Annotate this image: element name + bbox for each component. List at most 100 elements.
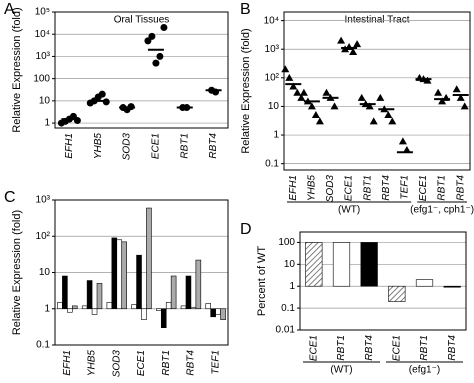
x-tick-label: ECE1 bbox=[151, 133, 162, 159]
bar bbox=[388, 285, 406, 302]
bar bbox=[180, 305, 187, 310]
bar bbox=[91, 308, 98, 315]
data-point bbox=[297, 93, 306, 101]
bar bbox=[111, 237, 118, 310]
data-point bbox=[299, 88, 308, 96]
x-tick-label: SOD3 bbox=[122, 133, 133, 161]
data-point bbox=[452, 85, 461, 93]
x-tick-label: ECE1 bbox=[308, 335, 319, 361]
x-tick-label: EFH1 bbox=[288, 175, 299, 201]
bar bbox=[131, 304, 137, 310]
x-tick-label: RBT1 bbox=[161, 350, 172, 376]
y-tick-label: 1 bbox=[44, 118, 50, 129]
data-point bbox=[384, 111, 393, 119]
data-point bbox=[289, 82, 298, 90]
x-tick-label: SOD3 bbox=[325, 175, 336, 203]
chart-title: Intestinal Tract bbox=[344, 15, 409, 26]
data-point bbox=[357, 93, 366, 101]
y-tick-label: 100 bbox=[278, 237, 295, 248]
plot-frame bbox=[54, 11, 229, 129]
x-tick-label: EFH1 bbox=[64, 133, 75, 159]
bar bbox=[96, 283, 103, 310]
x-tick-label: EFH1 bbox=[62, 350, 73, 376]
y-tick-label: 0.1 bbox=[36, 340, 50, 351]
data-point bbox=[160, 24, 168, 32]
bar bbox=[170, 275, 177, 310]
data-point bbox=[365, 102, 374, 110]
x-tick-label: RBT1 bbox=[336, 335, 347, 361]
bar bbox=[106, 302, 113, 310]
data-point bbox=[156, 52, 164, 60]
data-point bbox=[330, 102, 339, 110]
bar bbox=[305, 242, 323, 287]
bar bbox=[332, 242, 351, 287]
data-point bbox=[144, 37, 152, 45]
bar bbox=[165, 302, 172, 310]
data-point bbox=[98, 90, 106, 98]
x-tick-label: RBT4 bbox=[186, 350, 197, 376]
x-tick-label: RBT1 bbox=[437, 175, 448, 201]
bar bbox=[160, 308, 167, 329]
y-tick-label: 100 bbox=[33, 73, 50, 84]
data-point bbox=[152, 59, 160, 67]
y-tick-label: 10 bbox=[284, 259, 296, 270]
bar bbox=[360, 242, 378, 287]
x-tick-label: ECE1 bbox=[418, 175, 429, 201]
x-tick-label: YHB5 bbox=[93, 133, 104, 160]
panel-letter: A bbox=[4, 1, 15, 18]
data-point bbox=[148, 32, 156, 40]
bar bbox=[205, 303, 211, 310]
data-point bbox=[322, 88, 331, 96]
data-point bbox=[102, 98, 110, 106]
bar bbox=[220, 308, 226, 320]
y-tick-label: 10 bbox=[39, 95, 51, 106]
data-point bbox=[73, 117, 81, 125]
x-tick-label: ECE1 bbox=[136, 350, 147, 376]
plot-frame bbox=[299, 231, 467, 331]
x-tick-label: SOD3 bbox=[111, 350, 122, 378]
data-point bbox=[293, 88, 302, 96]
chart-title: Oral Tissues bbox=[114, 15, 170, 26]
data-point bbox=[353, 40, 362, 48]
x-tick-label: RBT4 bbox=[455, 175, 466, 201]
x-tick-label: YHB5 bbox=[307, 175, 318, 202]
data-point bbox=[349, 47, 358, 55]
bar bbox=[156, 308, 162, 311]
bar bbox=[72, 305, 78, 310]
bar bbox=[195, 259, 202, 310]
y-tick-label: 10³ bbox=[36, 51, 51, 62]
bar bbox=[62, 275, 68, 310]
bar bbox=[190, 306, 197, 310]
y-tick-label: 10³ bbox=[265, 44, 280, 55]
bar bbox=[415, 279, 434, 287]
y-tick-label: 10⁵ bbox=[35, 7, 50, 18]
x-tick-label: TEF1 bbox=[210, 350, 221, 374]
y-tick-label: 1 bbox=[273, 130, 279, 141]
data-point bbox=[369, 117, 378, 125]
bar bbox=[215, 308, 221, 315]
x-tick-label: RBT4 bbox=[208, 133, 219, 159]
y-tick-label: 1 bbox=[44, 303, 50, 314]
group-label: (efg1⁻, cph1⁻) bbox=[410, 205, 474, 216]
data-point bbox=[337, 36, 346, 44]
bar bbox=[81, 305, 88, 310]
data-point bbox=[398, 137, 407, 145]
panel-letter: B bbox=[240, 1, 251, 18]
y-tick-label: 10³ bbox=[36, 195, 51, 206]
x-tick-label: ECE1 bbox=[344, 175, 355, 201]
x-tick-label: RBT4 bbox=[364, 335, 375, 361]
x-tick-label: ECE1 bbox=[391, 335, 402, 361]
data-point bbox=[311, 111, 320, 119]
bar bbox=[146, 207, 152, 310]
plot-frame bbox=[283, 11, 471, 171]
data-point bbox=[388, 117, 397, 125]
y-tick-label: 10⁴ bbox=[264, 15, 279, 26]
y-tick-label: 0.01 bbox=[276, 325, 296, 336]
y-axis-title: Relative Expression (fold) bbox=[11, 210, 23, 335]
plot-frame bbox=[54, 199, 229, 346]
bar bbox=[141, 308, 147, 320]
y-tick-label: 10 bbox=[39, 267, 51, 278]
group-label: (WT) bbox=[338, 205, 360, 216]
x-tick-label: RBT4 bbox=[381, 175, 392, 201]
